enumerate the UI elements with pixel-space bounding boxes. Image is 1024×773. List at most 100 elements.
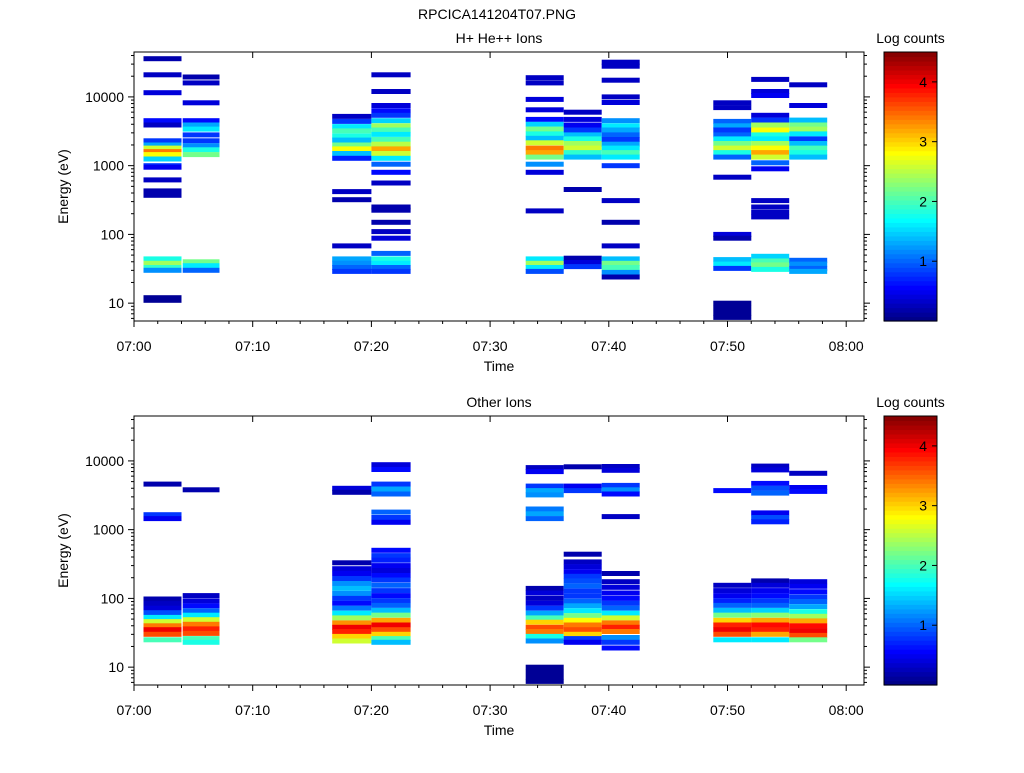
heatmap-cell xyxy=(563,622,602,628)
heatmap-cell xyxy=(751,467,790,473)
heatmap-cell xyxy=(371,612,411,618)
heatmap-cell xyxy=(789,613,828,619)
heatmap-cell xyxy=(182,626,220,632)
colorbar-swatch xyxy=(884,231,937,237)
heatmap-cell xyxy=(182,617,220,623)
heatmap-cell xyxy=(371,553,411,559)
colorbar-swatch xyxy=(884,433,937,440)
heatmap-cell xyxy=(525,483,564,489)
x-tick-label: 07:30 xyxy=(473,702,508,718)
colorbar-swatch xyxy=(884,510,937,516)
heatmap-cell xyxy=(789,628,828,634)
heatmap-cell xyxy=(332,189,372,195)
heatmap-cell xyxy=(332,595,372,601)
heatmap-cell xyxy=(563,109,602,115)
heatmap-cell xyxy=(713,174,752,180)
heatmap-cell xyxy=(182,621,220,627)
heatmap-cell xyxy=(371,127,411,133)
heatmap-cell xyxy=(371,462,411,468)
heatmap-cell xyxy=(713,123,752,129)
colorbar-swatch xyxy=(884,204,937,210)
colorbar-swatch xyxy=(884,78,937,84)
colorbar-swatch xyxy=(884,303,937,309)
heatmap-cell xyxy=(525,605,564,611)
colorbar-swatch xyxy=(884,626,937,632)
heatmap-cell xyxy=(751,166,790,172)
heatmap-cell xyxy=(601,491,640,497)
colorbar-swatch xyxy=(884,541,937,547)
colorbar-swatch xyxy=(884,258,937,264)
colorbar-swatch xyxy=(884,487,937,493)
heatmap-cell xyxy=(371,636,411,642)
heatmap-cell xyxy=(789,265,828,271)
colorbar-swatch xyxy=(884,208,937,214)
heatmap-cell xyxy=(713,141,752,146)
colorbar-swatch xyxy=(884,478,937,484)
heatmap-cell xyxy=(789,609,828,615)
colorbar-swatch xyxy=(884,83,937,89)
heatmap-cell xyxy=(751,112,790,118)
heatmap-cell xyxy=(601,123,640,129)
heatmap-cell xyxy=(371,631,411,637)
heatmap-cell xyxy=(371,161,411,167)
colorbar-swatch xyxy=(884,595,937,601)
heatmap-cell xyxy=(143,295,182,301)
heatmap-cell xyxy=(332,560,372,566)
heatmap-cell xyxy=(789,141,828,146)
colorbar-swatch xyxy=(884,177,937,183)
colorbar-swatch xyxy=(884,653,937,659)
heatmap-cell xyxy=(789,589,828,595)
colorbar-swatch xyxy=(884,155,937,161)
heatmap-cell xyxy=(332,571,372,576)
heatmap-cell xyxy=(789,594,828,600)
heatmap-cell xyxy=(525,492,564,498)
heatmap-cell xyxy=(563,573,602,579)
heatmap-cell xyxy=(332,142,372,148)
heatmap-cell xyxy=(371,515,411,520)
heatmap-cell xyxy=(751,160,790,166)
heatmap-cell xyxy=(563,588,602,594)
heatmap-cell xyxy=(563,627,602,633)
heatmap-cell xyxy=(143,297,182,303)
heatmap-cell xyxy=(332,268,372,274)
heatmap-cell xyxy=(182,80,220,86)
y-tick-label: 10 xyxy=(108,659,124,675)
heatmap-cell xyxy=(563,631,602,637)
y-axis-label: Energy (eV) xyxy=(55,149,71,224)
heatmap-cell xyxy=(601,487,640,493)
heatmap-cell xyxy=(332,128,372,134)
heatmap-cell xyxy=(563,569,602,575)
colorbar-swatch xyxy=(884,460,937,466)
heatmap-cell xyxy=(143,138,182,144)
heatmap-cell xyxy=(751,150,790,156)
colorbar-swatch xyxy=(884,501,937,507)
heatmap-cell xyxy=(371,588,411,594)
heatmap-cell xyxy=(789,131,828,137)
colorbar-swatch xyxy=(884,514,937,520)
colorbar-swatch xyxy=(884,631,937,637)
heatmap-cell xyxy=(525,615,564,621)
colorbar-swatch xyxy=(884,226,937,232)
heatmap-cell xyxy=(371,627,411,633)
heatmap-cell xyxy=(525,107,564,113)
heatmap-cell xyxy=(601,77,640,83)
heatmap-cell xyxy=(563,551,602,557)
heatmap-cell xyxy=(563,603,602,609)
heatmap-cell xyxy=(332,133,372,139)
heatmap-cell xyxy=(713,100,752,106)
heatmap-cell xyxy=(525,590,564,596)
heatmap-cell xyxy=(713,154,752,160)
colorbar-swatch xyxy=(884,137,937,143)
heatmap-cell xyxy=(371,573,411,578)
heatmap-cell xyxy=(563,260,602,265)
colorbar-swatch xyxy=(884,554,937,561)
heatmap-cell xyxy=(601,59,640,65)
colorbar-tick-label: 2 xyxy=(919,557,927,573)
heatmap-cell xyxy=(525,516,564,522)
heatmap-cell xyxy=(525,595,564,601)
heatmap-cell xyxy=(143,267,182,273)
heatmap-cell xyxy=(713,235,752,241)
heatmap-cell xyxy=(371,204,411,210)
heatmap-cell xyxy=(789,604,828,610)
